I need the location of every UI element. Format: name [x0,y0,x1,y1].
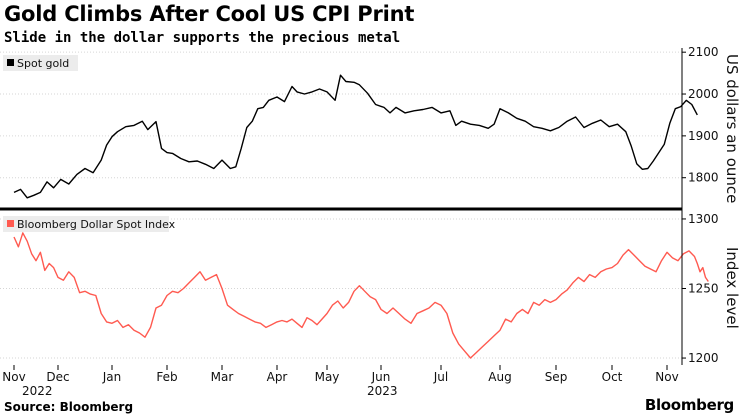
dollar-y-axis-title: Index level [723,247,740,329]
dollar-gridlines [0,218,682,359]
dollar-legend-label: Bloomberg Dollar Spot Index [17,218,176,231]
dollar-legend-swatch [7,220,14,227]
year-label: 2022 [22,384,53,398]
x-tick-label: Oct [602,370,623,384]
source-note: Source: Bloomberg [4,400,134,414]
x-tick-label: Feb [156,370,177,384]
x-tick-label: Jul [433,370,448,384]
chart-title: Gold Climbs After Cool US CPI Print [4,2,415,26]
gold-y-tick-label: 2000 [688,87,719,101]
gold-legend-swatch [7,59,14,66]
gold-line [13,74,698,199]
x-tick-label: Jan [102,370,122,384]
x-tick-label: Mar [211,370,234,384]
gold-y-axis-title: US dollars an ounce [723,54,740,203]
x-tick-label: May [315,370,340,384]
chart-subtitle: Slide in the dollar supports the preciou… [4,30,401,46]
x-tick-label: Aug [488,370,511,384]
gold-y-ticks: 1800 1900 2000 2100 [682,45,719,185]
x-tick-label: Nov [2,370,25,384]
gold-legend: Spot gold [3,55,78,71]
chart: Spot gold Bloomberg Dollar Spot Index 18… [0,45,740,398]
gold-series [13,74,698,199]
x-tick-label: Dec [46,370,69,384]
gold-legend-label: Spot gold [17,57,69,70]
x-tick-label: Jun [371,370,391,384]
dollar-y-tick-label: 1200 [688,351,719,365]
x-tick-label: Nov [655,370,678,384]
dollar-line [13,232,709,359]
x-axis-ticks: Nov Dec Jan Feb Mar Apr May Jun Jul Aug Sep Oct Nov2… [2,365,679,398]
gold-y-tick-label: 2100 [688,45,719,59]
x-tick-label: Apr [267,370,288,384]
year-label: 2023 [367,384,398,398]
gold-y-tick-label: 1900 [688,129,719,143]
gold-y-tick-label: 1800 [688,171,719,185]
dollar-series [13,232,709,359]
dollar-y-tick-label: 1250 [688,282,719,296]
bloomberg-logo: Bloomberg [644,396,734,414]
dollar-y-ticks: 1200 1250 1300 [682,212,719,365]
dollar-legend: Bloomberg Dollar Spot Index [3,216,176,232]
dollar-y-tick-label: 1300 [688,212,719,226]
x-tick-label: Sep [545,370,568,384]
